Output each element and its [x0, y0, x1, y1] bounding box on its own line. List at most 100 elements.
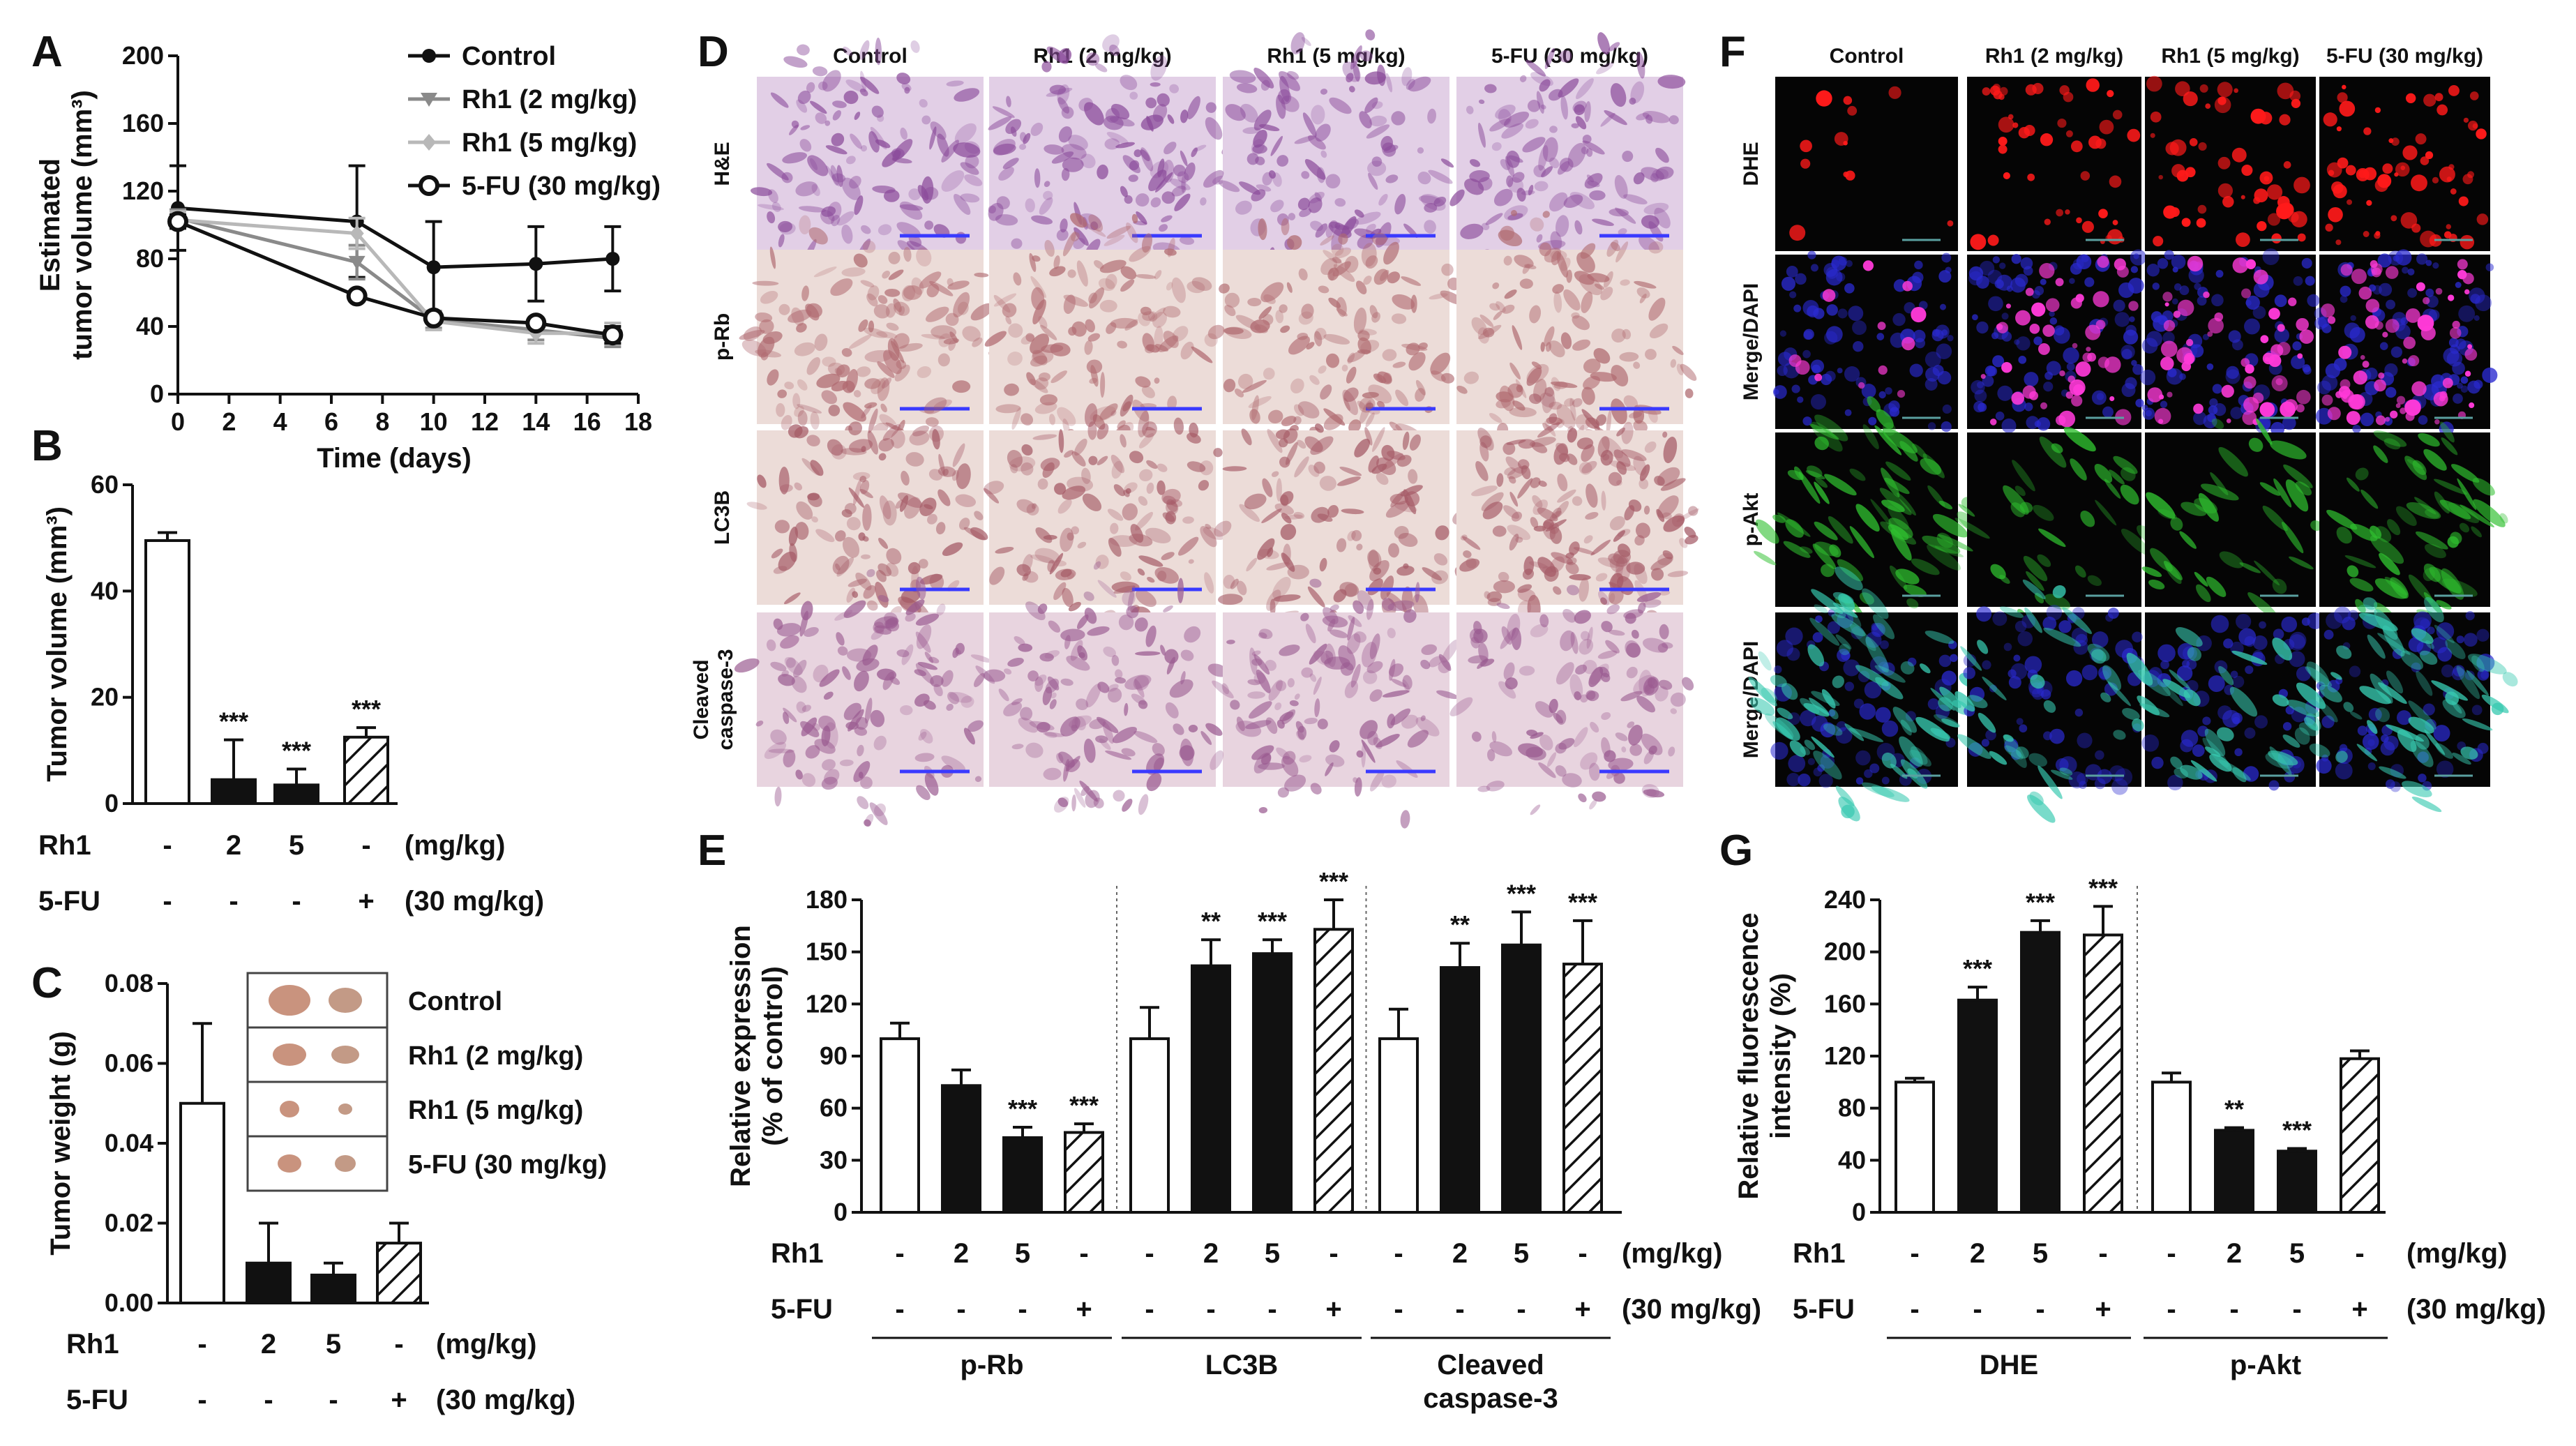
f-akt-signal: [1814, 436, 1829, 451]
f-akt-signal: [1803, 702, 1830, 717]
f-akt-signal: [2326, 509, 2358, 530]
d-cell: [1382, 142, 1396, 157]
d-cell: [1601, 490, 1606, 511]
f-akt-signal: [2367, 720, 2378, 735]
f-akt-signal: [2051, 443, 2063, 453]
d-cell: [1034, 402, 1057, 414]
d-cell: [1562, 608, 1576, 623]
d-cell: [1364, 97, 1378, 114]
f-dhe-cell: [1843, 171, 1849, 178]
d-cell: [1280, 524, 1297, 541]
d-cell: [804, 627, 819, 637]
d-cell: [1259, 628, 1273, 640]
f-dapi-nucleus: [2323, 629, 2334, 640]
d-cell: [1299, 208, 1312, 218]
d-cell: [1071, 526, 1080, 535]
d-cell: [914, 753, 935, 762]
a-data-point: [349, 225, 364, 242]
d-cell: [900, 705, 913, 716]
d-cell: [1367, 160, 1387, 176]
f-dhe-cell: [2271, 375, 2288, 391]
f-dhe-cell: [2081, 220, 2094, 233]
d-cell: [1396, 455, 1412, 467]
d-cell: [1113, 484, 1125, 497]
d-cell: [1621, 746, 1627, 753]
f-dapi-nucleus: [2452, 361, 2465, 375]
d-cell: [1006, 96, 1011, 107]
g-significance-label: ***: [1963, 954, 1992, 983]
d-cell: [1601, 737, 1611, 758]
d-cell: [1648, 745, 1657, 755]
d-cell: [1316, 167, 1325, 183]
f-dhe-cell: [2434, 419, 2440, 425]
d-cell: [805, 303, 820, 321]
d-cell: [864, 819, 871, 827]
d-cell: [1110, 454, 1125, 474]
d-cell: [1581, 460, 1597, 474]
d-cell: [1333, 264, 1355, 283]
a-legend-label: Control: [462, 42, 556, 71]
f-akt-signal: [2441, 437, 2458, 455]
f-akt-signal: [2448, 502, 2479, 523]
d-cell: [1048, 620, 1061, 633]
f-dapi-nucleus: [2102, 406, 2114, 418]
f-akt-signal: [1815, 477, 1828, 488]
d-cell: [899, 204, 924, 211]
d-cell: [878, 438, 894, 452]
f-akt-signal: [1835, 634, 1852, 649]
d-cell: [778, 467, 790, 495]
f-dapi-nucleus: [2053, 326, 2070, 344]
f-akt-signal: [2272, 694, 2289, 707]
g-bar: [2277, 1150, 2317, 1214]
f-dapi-nucleus: [2274, 327, 2290, 343]
d-cell: [1136, 274, 1157, 279]
d-cell: [1124, 319, 1138, 331]
d-cell: [1644, 441, 1657, 453]
f-dapi-nucleus: [2455, 282, 2462, 288]
e-fu-value: +: [1325, 1294, 1341, 1325]
f-akt-signal: [1939, 686, 1961, 709]
f-dhe-cell: [2411, 381, 2427, 396]
d-cell: [1462, 536, 1481, 550]
d-cell: [776, 623, 801, 637]
f-dapi-nucleus: [2079, 781, 2087, 790]
d-cell: [1621, 449, 1647, 462]
d-cell: [1068, 135, 1088, 151]
f-dapi-nucleus: [1938, 270, 1952, 283]
d-cell: [1619, 352, 1639, 362]
f-dhe-cell: [2112, 220, 2118, 225]
d-cell: [825, 145, 848, 155]
d-cell: [1311, 105, 1325, 125]
d-cell: [932, 429, 940, 450]
d-cell: [1164, 649, 1179, 664]
d-cell: [1027, 670, 1039, 681]
e-fu-value: -: [1018, 1294, 1027, 1325]
f-akt-signal: [1848, 728, 1884, 742]
f-dapi-nucleus: [2072, 258, 2084, 270]
f-dapi-nucleus: [1976, 276, 1989, 289]
d-cell: [1572, 315, 1590, 331]
f-dapi-nucleus: [2010, 749, 2021, 760]
d-cell: [778, 303, 790, 315]
b-y-tick-label: 0: [105, 789, 119, 818]
d-cell: [841, 267, 866, 277]
d-cell: [1484, 591, 1491, 599]
e-y-tick-label: 180: [806, 885, 848, 914]
a-x-tick-label: 0: [171, 407, 185, 436]
f-dapi-nucleus: [2017, 631, 2033, 647]
f-dhe-cell: [2335, 239, 2342, 246]
d-cell: [1576, 78, 1594, 100]
e-group-label: LC3B: [1205, 1350, 1278, 1380]
f-akt-signal: [1859, 592, 1874, 605]
d-cell: [1435, 525, 1449, 541]
f-akt-signal: [1824, 474, 1857, 496]
d-cell: [1526, 59, 1546, 77]
d-cell: [1504, 289, 1517, 299]
d-cell: [1076, 260, 1088, 287]
d-cell: [1270, 135, 1283, 156]
f-dhe-cell: [2395, 403, 2401, 408]
f-dhe-cell: [2044, 218, 2051, 225]
f-akt-signal: [2349, 711, 2363, 720]
d-cell: [884, 288, 901, 297]
d-cell: [989, 566, 1005, 585]
